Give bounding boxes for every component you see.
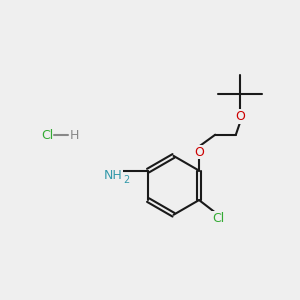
- Text: NH: NH: [104, 169, 123, 182]
- Text: Cl: Cl: [212, 212, 224, 225]
- Text: Cl: Cl: [41, 129, 53, 142]
- Text: O: O: [235, 110, 245, 123]
- Text: O: O: [194, 146, 204, 159]
- Text: H: H: [69, 129, 79, 142]
- Text: 2: 2: [123, 175, 129, 185]
